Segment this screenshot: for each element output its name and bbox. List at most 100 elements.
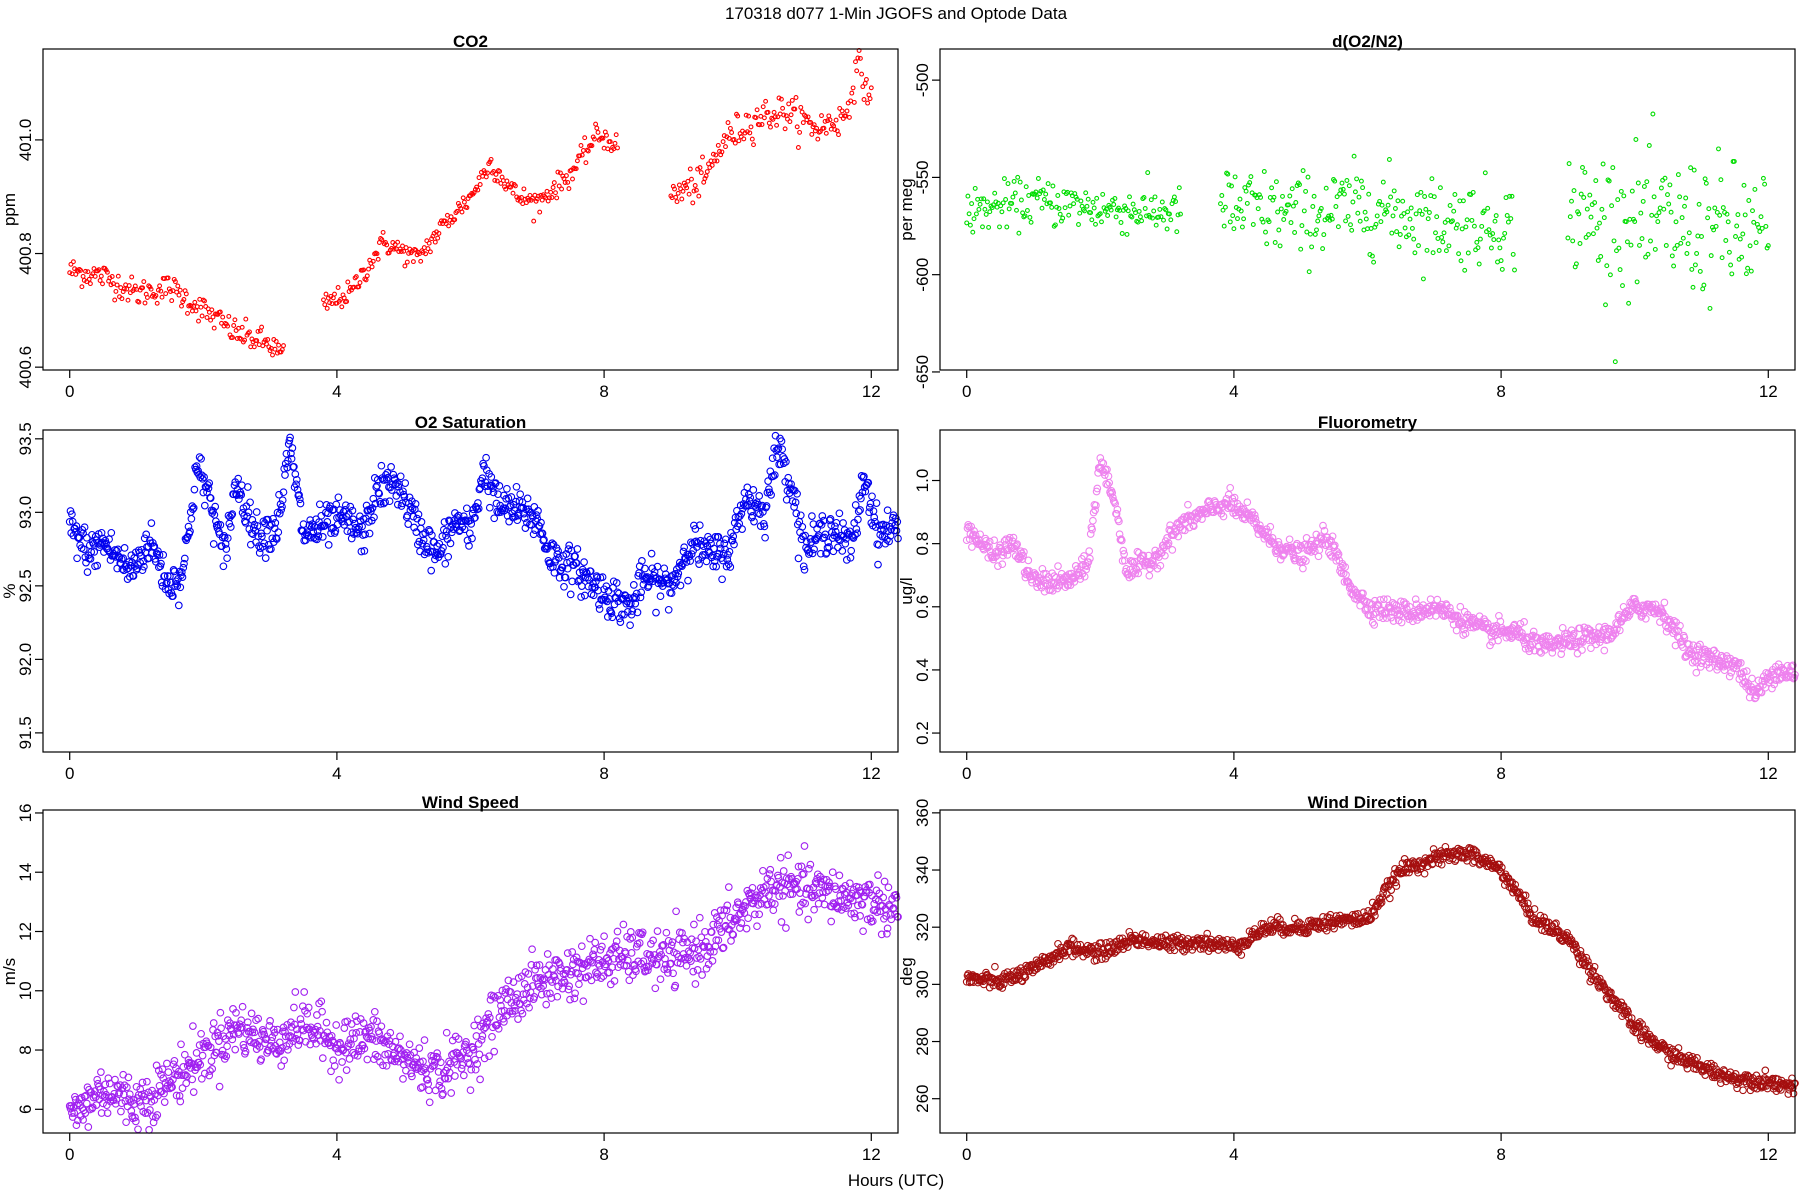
data-point xyxy=(1430,250,1436,256)
data-point xyxy=(815,136,821,142)
data-point xyxy=(153,293,159,299)
data-point xyxy=(967,222,973,228)
data-point xyxy=(1371,259,1377,265)
data-point xyxy=(1011,178,1017,184)
data-point xyxy=(1488,245,1494,251)
data-point xyxy=(533,198,539,204)
data-point xyxy=(268,534,277,543)
data-point xyxy=(155,551,164,559)
x-tick-label: 8 xyxy=(1496,382,1505,401)
data-point xyxy=(537,518,545,527)
data-point xyxy=(574,158,580,164)
data-point xyxy=(1573,261,1579,267)
data-point xyxy=(1341,191,1347,197)
data-point xyxy=(158,288,164,294)
data-point xyxy=(1091,205,1097,211)
data-point xyxy=(1317,208,1323,214)
data-point xyxy=(1350,199,1356,205)
data-point xyxy=(1151,208,1157,214)
data-point xyxy=(387,486,396,494)
points-co2 xyxy=(67,48,874,358)
data-point xyxy=(566,590,575,599)
data-point xyxy=(1419,211,1425,217)
data-point xyxy=(667,589,676,598)
x-tick-label: 0 xyxy=(962,764,971,783)
data-point xyxy=(189,504,198,512)
data-point xyxy=(1497,245,1503,251)
data-point xyxy=(1311,193,1317,199)
data-point xyxy=(200,473,208,481)
data-point xyxy=(1159,199,1165,205)
data-point xyxy=(1714,209,1720,215)
data-point xyxy=(1269,185,1275,191)
data-point xyxy=(1394,229,1400,235)
data-point xyxy=(1321,232,1327,238)
data-point xyxy=(83,268,88,274)
data-point xyxy=(487,473,496,481)
data-point xyxy=(580,558,588,566)
data-point xyxy=(780,105,786,111)
data-point xyxy=(404,520,413,528)
data-point xyxy=(684,185,690,191)
data-point xyxy=(700,154,705,160)
data-point xyxy=(1226,182,1232,188)
data-point xyxy=(1318,206,1324,211)
data-point xyxy=(808,119,814,125)
data-point xyxy=(986,224,992,230)
data-point xyxy=(1402,225,1408,231)
data-point xyxy=(1362,209,1368,215)
data-point xyxy=(711,533,720,541)
data-point xyxy=(549,195,555,200)
data-point xyxy=(1055,193,1061,198)
data-point xyxy=(492,499,501,508)
data-point xyxy=(1078,198,1084,204)
data-point xyxy=(1674,242,1680,248)
data-point xyxy=(1264,241,1270,247)
data-point xyxy=(503,484,511,493)
data-point xyxy=(603,597,611,606)
figure-title: 170318 d077 1-Min JGOFS and Optode Data xyxy=(725,4,1068,23)
data-point xyxy=(631,599,640,608)
data-point xyxy=(1332,178,1338,184)
data-point xyxy=(721,133,727,139)
data-point xyxy=(1420,276,1426,282)
data-point xyxy=(535,522,544,531)
data-point xyxy=(258,532,266,541)
data-point xyxy=(293,485,302,494)
data-point xyxy=(613,132,619,138)
data-point xyxy=(872,499,881,507)
data-point xyxy=(154,547,162,556)
data-point xyxy=(109,274,115,279)
data-point xyxy=(876,530,885,539)
data-point xyxy=(65,517,74,526)
data-point xyxy=(1232,174,1238,180)
data-point xyxy=(854,68,860,74)
data-point xyxy=(338,513,347,522)
data-point xyxy=(86,276,92,282)
data-point xyxy=(1629,188,1635,194)
x-tick-label: 0 xyxy=(962,382,971,401)
data-point xyxy=(401,248,407,254)
data-point xyxy=(332,291,337,297)
data-point xyxy=(1369,253,1375,259)
data-point xyxy=(339,304,345,310)
data-point xyxy=(680,543,689,552)
data-point xyxy=(399,487,407,496)
data-point xyxy=(810,545,818,554)
data-point xyxy=(285,436,294,445)
data-point xyxy=(854,507,863,516)
data-point xyxy=(747,507,755,516)
data-point xyxy=(523,494,532,503)
data-point xyxy=(1570,238,1576,244)
data-point xyxy=(732,140,738,146)
data-point xyxy=(1623,219,1629,225)
data-point xyxy=(714,158,720,164)
data-point xyxy=(808,549,817,558)
data-point xyxy=(860,84,866,90)
data-point xyxy=(458,523,467,531)
data-point xyxy=(349,515,358,524)
data-point xyxy=(482,453,490,462)
x-tick-label: 12 xyxy=(1759,764,1778,783)
data-point xyxy=(1684,251,1690,256)
